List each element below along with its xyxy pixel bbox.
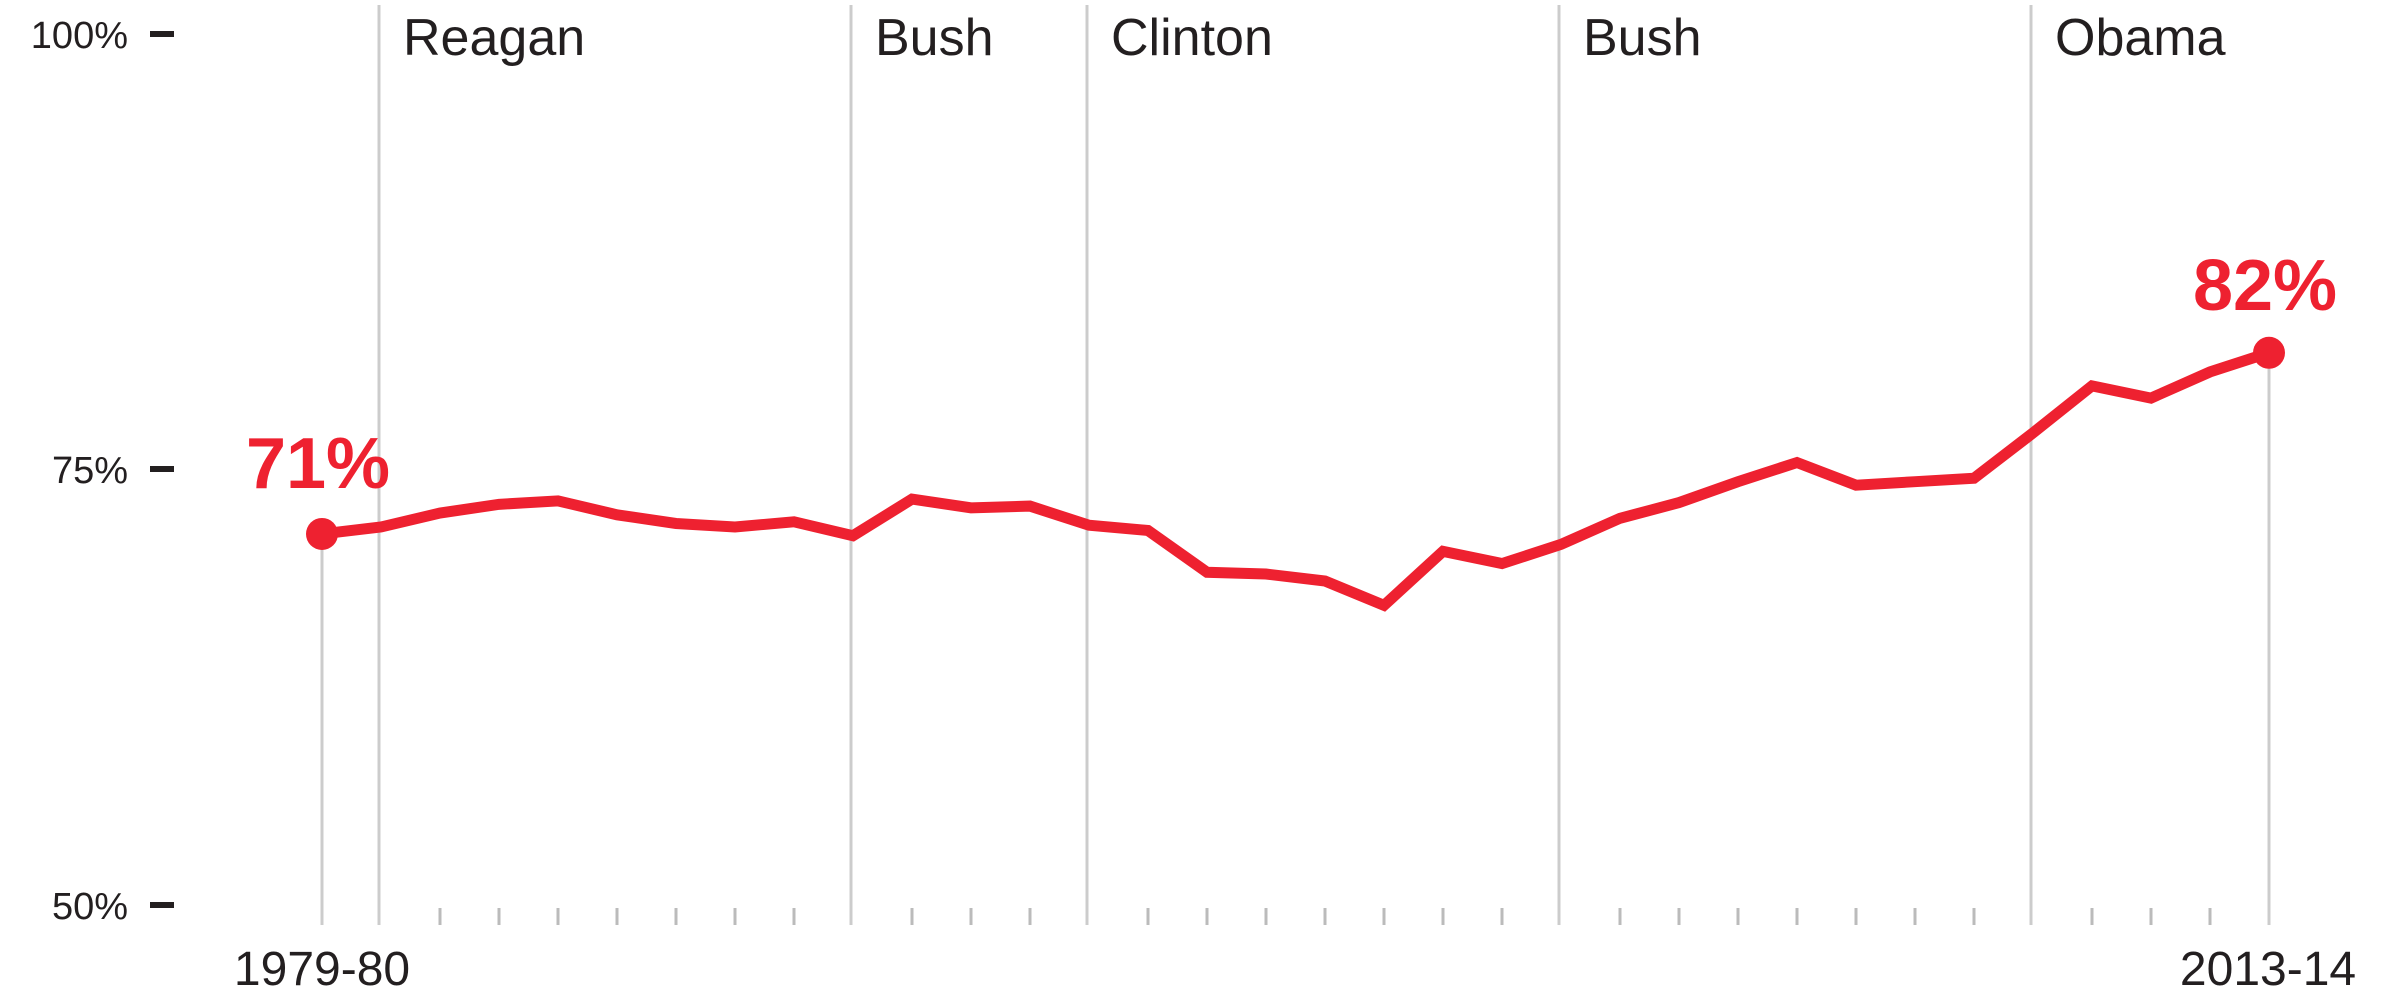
presidency-label: Bush [1583,9,1702,67]
series-line [321,347,2271,612]
presidency-dividers: Reagan Bush Clinton Bush Obama [320,5,2271,925]
x-axis-labels: 1979-80 2013-14 [234,943,2356,996]
presidency-label: Clinton [1111,9,1273,67]
y-tick-label-100: 100% [31,15,128,57]
start-value-annotation: 71% [246,424,390,504]
end-value-annotation: 82% [2193,246,2337,326]
y-tick-label-75: 75% [52,450,128,492]
presidency-label: Reagan [403,9,585,67]
y-axis: 100% 75% 50% [31,15,174,928]
y-tick-label-50: 50% [52,886,128,928]
annotations: 71% 82% [246,246,2337,504]
series-group [306,336,2285,612]
start-point-marker [306,517,338,550]
presidency-label: Bush [875,9,994,67]
x-end-label: 2013-14 [2180,943,2356,991]
year-ticks [438,908,2212,925]
end-point-marker [2253,336,2285,369]
presidency-label: Obama [2055,9,2226,67]
x-start-label: 1979-80 [234,943,410,991]
